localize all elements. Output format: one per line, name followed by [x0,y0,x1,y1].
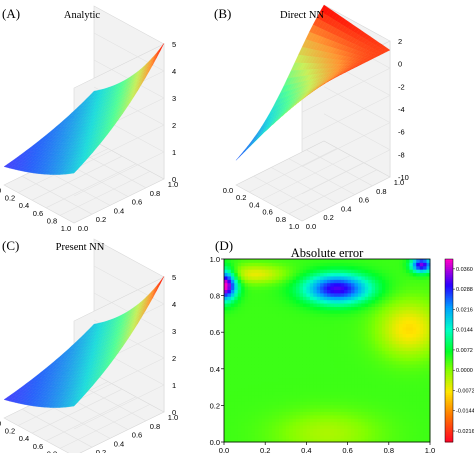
panel-c: 0.00.20.40.60.81.00.00.20.40.60.81.00123… [0,238,178,453]
z-tick-label: -2 [398,82,405,91]
z-tick-label: 2 [172,354,176,363]
y-tick-label: 0.0 [210,438,220,447]
x-tick-label: 0.8 [47,449,57,453]
panel-title: Present NN [56,242,105,253]
z-tick-label: 2 [172,121,176,130]
y-tick-label: 1.0 [168,413,178,422]
surface [3,276,165,408]
y-tick-label: 0.8 [210,292,220,301]
pane-floor [235,140,391,222]
y-tick-label: 0.2 [96,448,106,453]
x-tick-label: 1.0 [289,222,299,231]
x-tick-label: 1.0 [61,224,71,233]
y-tick-label: 0.4 [210,365,220,374]
z-tick-label: 0 [398,60,402,69]
panel-title: Absolute error [291,246,364,260]
x-tick-label: 0.0 [219,446,229,453]
colorbar-frame [444,258,454,443]
x-tick-label: 0.0 [0,186,1,195]
y-tick-label: 0.0 [306,222,316,231]
y-tick-label: 0.6 [132,431,142,440]
z-tick-label: 5 [172,273,176,282]
colorbar-tick-label: 0.0000 [456,368,473,374]
x-tick-label: 0.4 [19,201,29,210]
panel-b: 0.00.20.40.60.81.0 0.00.20.40.60.81.020-2… [214,4,409,231]
panel-label: (B) [214,6,231,21]
y-tick-label: 0.8 [150,189,160,198]
x-tick-label: 0.6 [33,442,43,451]
z-tick-label: 0 [172,175,176,184]
panel-label: (C) [2,238,19,253]
z-tick-label: 1 [172,381,176,390]
y-tick-label: 1.0 [210,255,220,264]
y-tick-label: 0.0 [78,224,88,233]
z-tick-label: 2 [398,37,402,46]
panel-a: 0.00.20.40.60.81.00.00.20.40.60.81.00123… [0,5,178,233]
z-tick-label: 4 [172,67,176,76]
y-tick-label: 1.0 [394,178,404,187]
x-tick-label: 0.6 [342,446,352,453]
x-tick-label: 0.4 [249,200,259,209]
colorbar-tick-label: 0.0216 [456,307,473,313]
panel-d: 0.0 0.2 0.4 0.6 0.8 1.0 0.0 0.2 0.4 0.6 0.8 1.0 (D) A… [210,238,474,453]
z-tick-label: 1 [172,148,176,157]
x-tick-label: 0.4 [19,434,29,443]
panel-title: Analytic [64,10,100,21]
y-tick-label: 0.2 [323,213,333,222]
z-tick-label: 3 [172,327,176,336]
z-tick-label: -4 [398,105,405,114]
y-tick-label: 0.6 [132,198,142,207]
panel-title: Direct NN [280,10,324,21]
colorbar-tick-label: -0.0144 [456,409,474,415]
x-tick-label: 0.8 [47,216,57,225]
panel-label: (D) [215,238,233,253]
y-tick-label: 1.0 [168,180,178,189]
x-tick-label: 0.8 [384,446,394,453]
colorbar-tick-label: 0.0144 [456,328,473,334]
y-tick-label: 0.2 [210,401,220,410]
z-tick-label: -8 [398,150,405,159]
y-tick-label: 0.8 [376,187,386,196]
z-tick-label: -10 [398,173,409,182]
y-tick-label: 0.6 [210,328,220,337]
z-tick-label: 4 [172,300,176,309]
x-tick-label: 0.6 [33,209,43,218]
x-tick-label: 0.0 [0,419,1,428]
x-tick-label: 0.2 [5,427,15,436]
z-tick-label: 3 [172,94,176,103]
panel-label: (A) [2,6,20,21]
y-tick-label: 0.8 [150,422,160,431]
y-tick-label: 0.4 [114,439,124,448]
x-tick-label: 1.0 [425,446,435,453]
x-tick-label: 0.2 [236,193,246,202]
surface [235,4,391,161]
plot-frame [223,258,431,443]
x-tick-label: 0.6 [262,208,272,217]
z-tick-label: 5 [172,40,176,49]
colorbar-tick-label: 0.0288 [456,287,473,293]
y-tick-label: 0.2 [96,215,106,224]
x-tick-label: 0.4 [301,446,311,453]
colorbar-tick-label: 0.0360 [456,267,473,273]
y-tick-label: 0.4 [341,204,351,213]
colorbar-tick-label: -0.0216 [456,429,474,435]
heatmap-cells [224,259,431,443]
surface [3,43,165,175]
x-tick-label: 0.2 [5,194,15,203]
z-tick-label: 0 [172,408,176,417]
y-tick-label: 0.4 [114,206,124,215]
x-tick-label: 0.0 [223,186,233,195]
x-tick-label: 0.8 [276,215,286,224]
colorbar-tick-label: 0.0072 [456,348,473,354]
z-tick-label: -6 [398,128,405,137]
x-tick-label: 0.2 [260,446,270,453]
y-tick-label: 0.6 [359,196,369,205]
colorbar: 0.0360 0.0288 0.0216 0.0144 0.0072 0.0000 -0.0… [444,258,474,443]
